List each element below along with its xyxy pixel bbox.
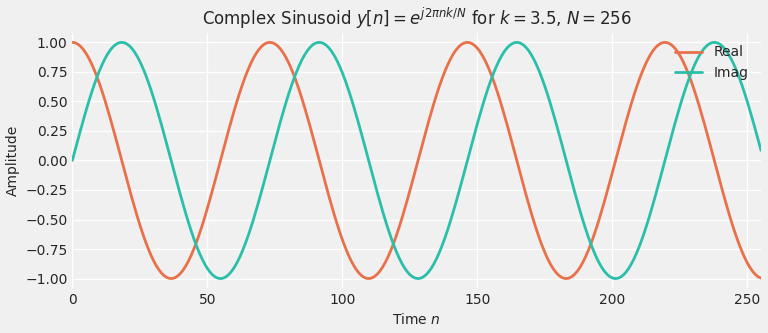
- Imag: [413, 277, 422, 281]
- Real: [756, 276, 766, 280]
- Line: Imag: Imag: [72, 42, 761, 279]
- Real: [368, 276, 377, 280]
- Imag: [68, 159, 77, 163]
- Real: [408, 178, 417, 182]
- Y-axis label: Amplitude: Amplitude: [5, 125, 19, 196]
- X-axis label: Time $n$: Time $n$: [392, 312, 441, 327]
- Imag: [370, 181, 379, 185]
- Imag: [411, 276, 420, 280]
- Real: [68, 40, 77, 44]
- Imag: [756, 148, 766, 152]
- Real: [284, 60, 293, 64]
- Real: [329, 213, 339, 217]
- Imag: [632, 251, 641, 255]
- Legend: Real, Imag: Real, Imag: [669, 40, 754, 86]
- Real: [630, 93, 639, 97]
- Real: [322, 184, 331, 188]
- Imag: [333, 59, 342, 63]
- Line: Real: Real: [72, 42, 761, 279]
- Real: [562, 277, 571, 281]
- Imag: [286, 85, 296, 89]
- Imag: [116, 40, 125, 44]
- Imag: [324, 46, 333, 50]
- Title: Complex Sinusoid $y[n] = e^{j2\pi nk/N}$ for $k = 3.5$, $N = 256$: Complex Sinusoid $y[n] = e^{j2\pi nk/N}$…: [202, 6, 631, 31]
